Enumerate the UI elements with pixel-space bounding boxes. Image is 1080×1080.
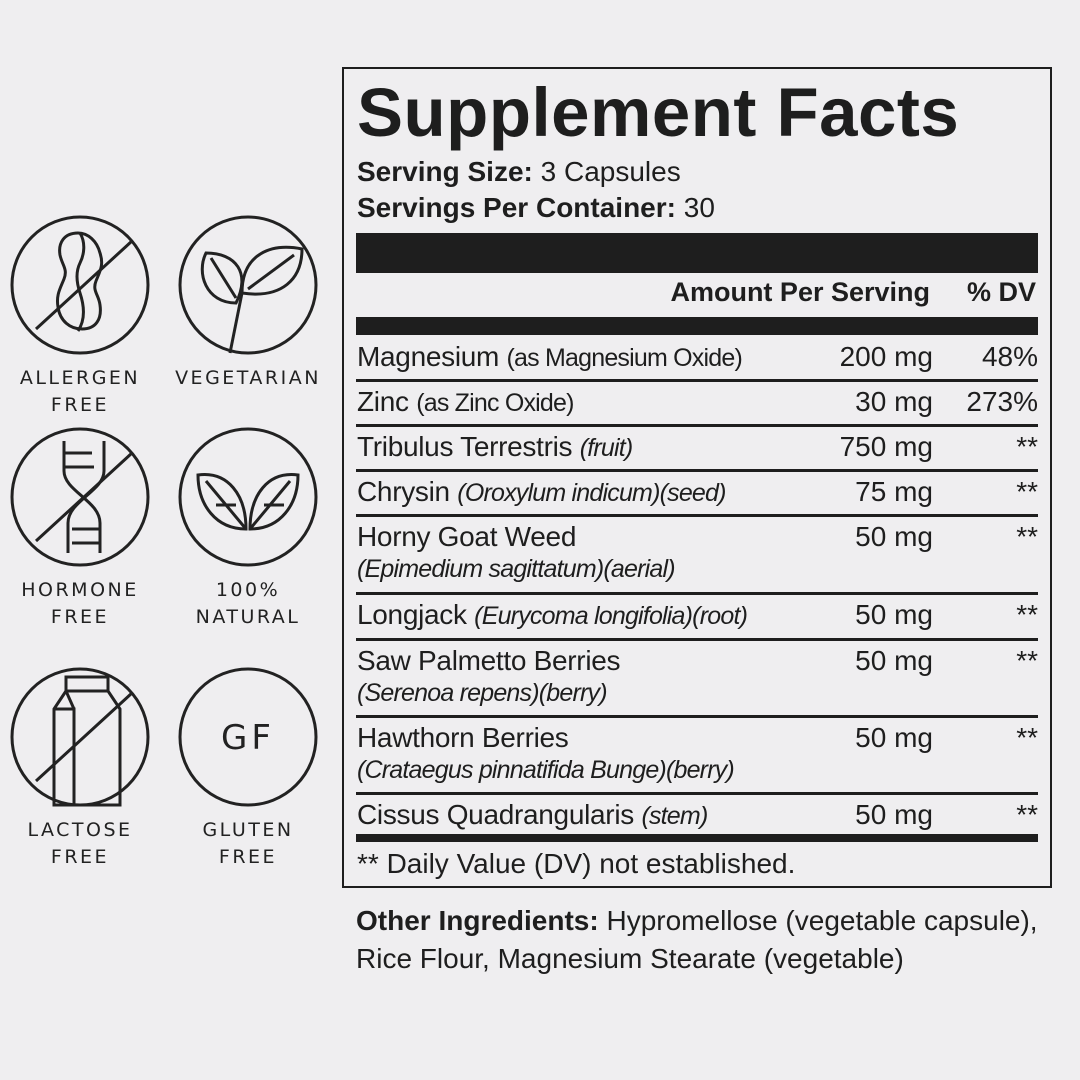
ingredient-table: Magnesium (as Magnesium Oxide) 200 mg 48% Z… xyxy=(356,337,1038,840)
ingredient-source: (Eurycoma longifolia)(root) xyxy=(474,602,748,630)
ingredient-source: (Crataegus pinnatifida Bunge)(berry) xyxy=(357,756,735,784)
ingredient-dv: ** xyxy=(1016,645,1038,676)
badge-label: FREE xyxy=(50,606,110,628)
column-header: Amount Per Serving % DV xyxy=(356,277,1036,308)
ingredient-row: Longjack (Eurycoma longifolia)(root) 50 m… xyxy=(356,595,1038,641)
ingredient-form: (as Zinc Oxide) xyxy=(416,389,574,417)
badge-allergen-free: ALLERGEN FREE xyxy=(5,213,155,419)
ingredient-name: Magnesium (as Magnesium Oxide) xyxy=(357,341,743,373)
badge-lactose-free: LACTOSE FREE xyxy=(5,665,155,871)
ingredient-row: Magnesium (as Magnesium Oxide) 200 mg 48% xyxy=(356,337,1038,382)
ingredient-dv: ** xyxy=(1016,722,1038,753)
ingredient-name: Longjack (Eurycoma longifolia)(root) xyxy=(357,599,748,631)
ingredient-name-text: Tribulus Terrestris xyxy=(357,431,573,462)
ingredient-name-text: Horny Goat Weed xyxy=(357,521,577,552)
badge-label: GLUTEN xyxy=(202,819,294,841)
ingredient-amount: 50 mg xyxy=(855,521,933,552)
gf-icon: GF xyxy=(178,667,318,807)
badge-label: NATURAL xyxy=(195,606,301,628)
ingredient-amount: 200 mg xyxy=(839,341,933,372)
badge-label: VEGETARIAN xyxy=(175,367,321,389)
serving-size-value: 3 Capsules xyxy=(540,156,681,187)
serving-size-label: Serving Size: xyxy=(357,156,533,187)
ingredient-name-text: Saw Palmetto Berries xyxy=(357,645,621,676)
ingredient-amount: 50 mg xyxy=(855,645,933,676)
badge-label: LACTOSE xyxy=(27,819,133,841)
ingredient-row: Horny Goat Weed (Epimedium sagittatum)(ae… xyxy=(356,517,1038,595)
badge-label: HORMONE xyxy=(21,579,139,601)
ingredient-source: (Epimedium sagittatum)(aerial) xyxy=(357,555,676,583)
servings-label: Servings Per Container: xyxy=(357,192,676,223)
ingredient-name: Chrysin (Oroxylum indicum)(seed) xyxy=(357,476,726,508)
ingredient-row: Cissus Quadrangularis (stem) 50 mg ** xyxy=(356,795,1038,840)
ingredient-row: Saw Palmetto Berries (Serenoa repens)(ber… xyxy=(356,641,1038,718)
ingredient-dv: ** xyxy=(1016,431,1038,462)
badge-vegetarian: VEGETARIAN xyxy=(173,213,323,392)
ingredient-form: (as Magnesium Oxide) xyxy=(506,344,743,372)
footnote: ** Daily Value (DV) not established. xyxy=(357,848,796,879)
ingredient-dv: ** xyxy=(1016,476,1038,507)
ingredient-row: Chrysin (Oroxylum indicum)(seed) 75 mg ** xyxy=(356,472,1038,517)
ingredient-name: Cissus Quadrangularis (stem) xyxy=(357,799,708,831)
ingredient-name-text: Cissus Quadrangularis xyxy=(357,799,634,830)
divider-thick xyxy=(356,233,1038,273)
ingredient-dv: ** xyxy=(1016,599,1038,630)
milk-carton-crossed-icon xyxy=(10,667,150,807)
badge-label: FREE xyxy=(50,846,110,868)
serving-size: Serving Size: 3 Capsules xyxy=(357,156,681,188)
divider-thick xyxy=(356,834,1038,842)
ingredient-row: Zinc (as Zinc Oxide) 30 mg 273% xyxy=(356,382,1038,427)
ingredient-name: Hawthorn Berries xyxy=(357,722,569,754)
other-ingredients: Other Ingredients: Hypromellose (vegetab… xyxy=(356,902,1046,978)
supplement-facts-panel: Supplement Facts Serving Size: 3 Capsule… xyxy=(342,67,1052,888)
ingredient-name-text: Chrysin xyxy=(357,476,450,507)
ingredient-amount: 50 mg xyxy=(855,722,933,753)
leaves-icon xyxy=(178,427,318,567)
dna-crossed-icon xyxy=(10,427,150,567)
ingredient-amount: 50 mg xyxy=(855,799,933,830)
ingredient-name: Saw Palmetto Berries xyxy=(357,645,621,677)
ingredient-row: Tribulus Terrestris (fruit) 750 mg ** xyxy=(356,427,1038,472)
ingredient-name-text: Longjack xyxy=(357,599,467,630)
gf-glyph: GF xyxy=(221,718,275,758)
ingredient-name-text: Hawthorn Berries xyxy=(357,722,569,753)
ingredient-name: Horny Goat Weed xyxy=(357,521,576,553)
badge-hormone-free: HORMONE FREE xyxy=(5,425,155,631)
ingredient-name: Tribulus Terrestris (fruit) xyxy=(357,431,634,463)
ingredient-name-text: Magnesium xyxy=(357,341,500,372)
ingredient-name: Zinc (as Zinc Oxide) xyxy=(357,386,574,418)
other-ingredients-text: Hypromellose (vegetable capsule), Rice F… xyxy=(356,905,1038,974)
ingredient-dv: ** xyxy=(1016,521,1038,552)
ingredient-amount: 750 mg xyxy=(839,431,933,462)
sprout-icon xyxy=(178,215,318,355)
servings-value: 30 xyxy=(683,192,715,223)
ingredient-source: (stem) xyxy=(641,802,708,830)
servings-per-container: Servings Per Container: 30 xyxy=(357,192,715,224)
ingredient-dv: 273% xyxy=(966,386,1038,417)
badge-label: FREE xyxy=(50,394,110,416)
ingredient-name-text: Zinc xyxy=(357,386,409,417)
ingredient-dv: ** xyxy=(1016,799,1038,830)
ingredient-amount: 30 mg xyxy=(855,386,933,417)
ingredient-amount: 50 mg xyxy=(855,599,933,630)
peanut-crossed-icon xyxy=(10,215,150,355)
ingredient-source: (Serenoa repens)(berry) xyxy=(357,679,608,707)
other-ingredients-label: Other Ingredients: xyxy=(356,905,599,936)
panel-title: Supplement Facts xyxy=(357,74,960,151)
badge-label: FREE xyxy=(218,846,278,868)
badge-gluten-free: GF GLUTEN FREE xyxy=(173,665,323,871)
badge-label: 100% xyxy=(215,579,281,601)
ingredient-row: Hawthorn Berries (Crataegus pinnatifida B… xyxy=(356,718,1038,795)
ingredient-source: (fruit) xyxy=(579,434,634,462)
ingredient-amount: 75 mg xyxy=(855,476,933,507)
ingredient-source: (Oroxylum indicum)(seed) xyxy=(457,479,726,507)
amount-header: Amount Per Serving xyxy=(670,277,930,307)
dv-header: % DV xyxy=(966,277,1036,307)
badge-label: ALLERGEN xyxy=(19,367,141,389)
divider-thick xyxy=(356,317,1038,335)
badge-natural: 100% NATURAL xyxy=(173,425,323,631)
ingredient-dv: 48% xyxy=(981,341,1038,372)
